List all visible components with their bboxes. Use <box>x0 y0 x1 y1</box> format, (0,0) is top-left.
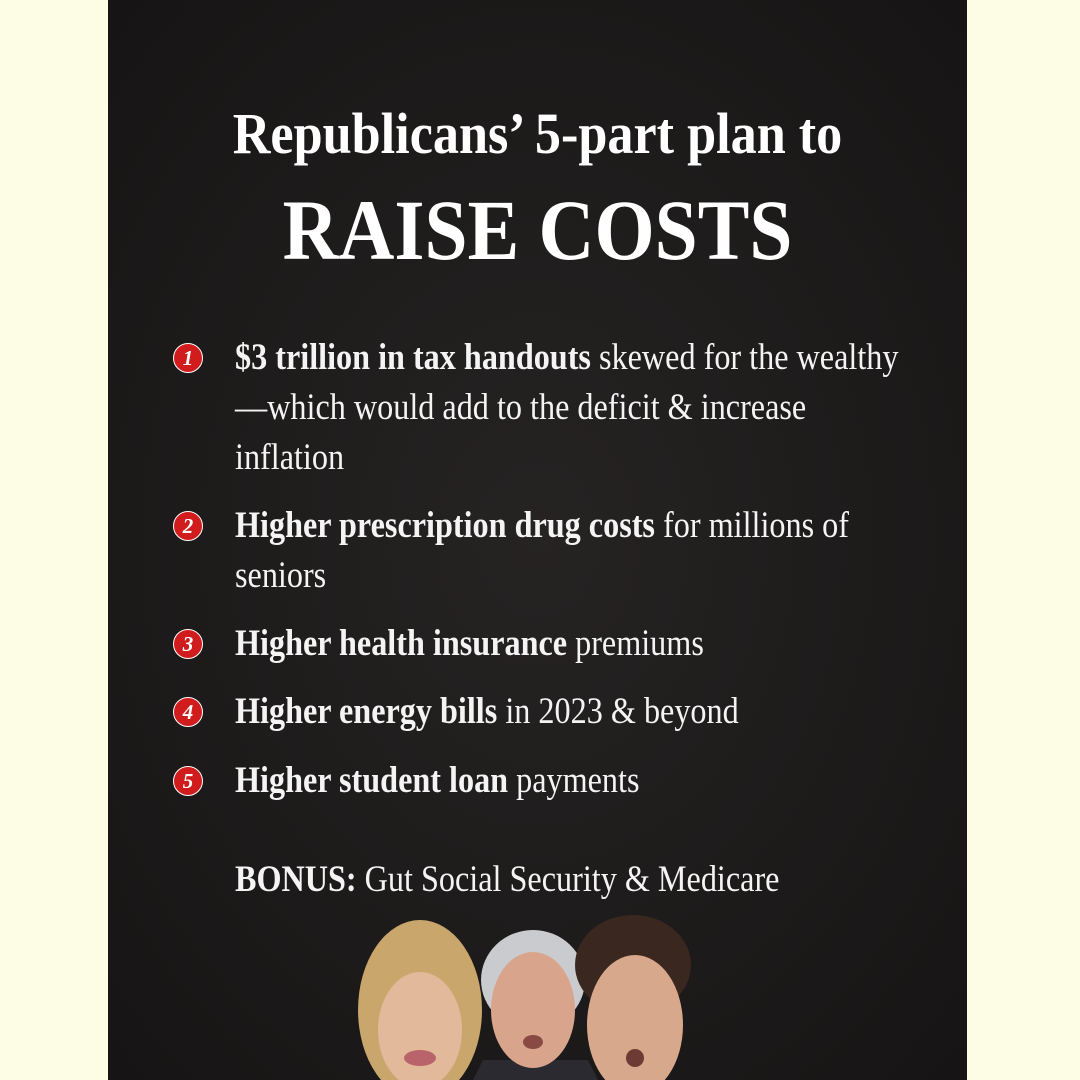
item-bold: Higher health insurance <box>235 623 568 664</box>
title-line: Republicans’ 5-part plan to <box>232 101 843 166</box>
item-text: payments <box>516 760 640 801</box>
item: Higher student loan payments <box>235 756 905 806</box>
person-left <box>358 920 482 1080</box>
portraits <box>358 915 691 1080</box>
bonus: BONUS: Gut Social Security & Medicare <box>235 855 905 905</box>
item: Higher energy bills in 2023 & beyond <box>235 687 905 737</box>
item: $3 trillion in tax handouts skewed for t… <box>235 333 905 483</box>
panel: Republicans’ 5-part plan to RAISE COSTS … <box>108 0 967 1080</box>
person-right <box>575 915 691 1080</box>
person-middle <box>473 930 598 1080</box>
item-bold: Higher student loan <box>235 760 509 801</box>
item-number: 1 <box>173 343 203 373</box>
item-text: for millions of seniors <box>235 505 849 596</box>
title-headline: RAISE COSTS <box>282 182 793 278</box>
item-text: skewed for the wealthy—which would add t… <box>235 337 899 478</box>
bonus-label: BONUS: <box>235 859 357 900</box>
item-number: 3 <box>173 629 203 659</box>
item-number: 2 <box>173 511 203 541</box>
item-bold: Higher prescription drug costs <box>235 505 655 546</box>
item-number: 5 <box>173 766 203 796</box>
item-text: premiums <box>575 623 704 664</box>
item-bold: $3 trillion in tax handouts <box>235 337 591 378</box>
item: Higher health insurance premiums <box>235 619 905 669</box>
bonus-text: Gut Social Security & Medicare <box>364 859 780 900</box>
item-text: in 2023 & beyond <box>505 691 739 732</box>
item-number: 4 <box>173 697 203 727</box>
item-bold: Higher energy bills <box>235 691 498 732</box>
item: Higher prescription drug costs for milli… <box>235 501 905 601</box>
